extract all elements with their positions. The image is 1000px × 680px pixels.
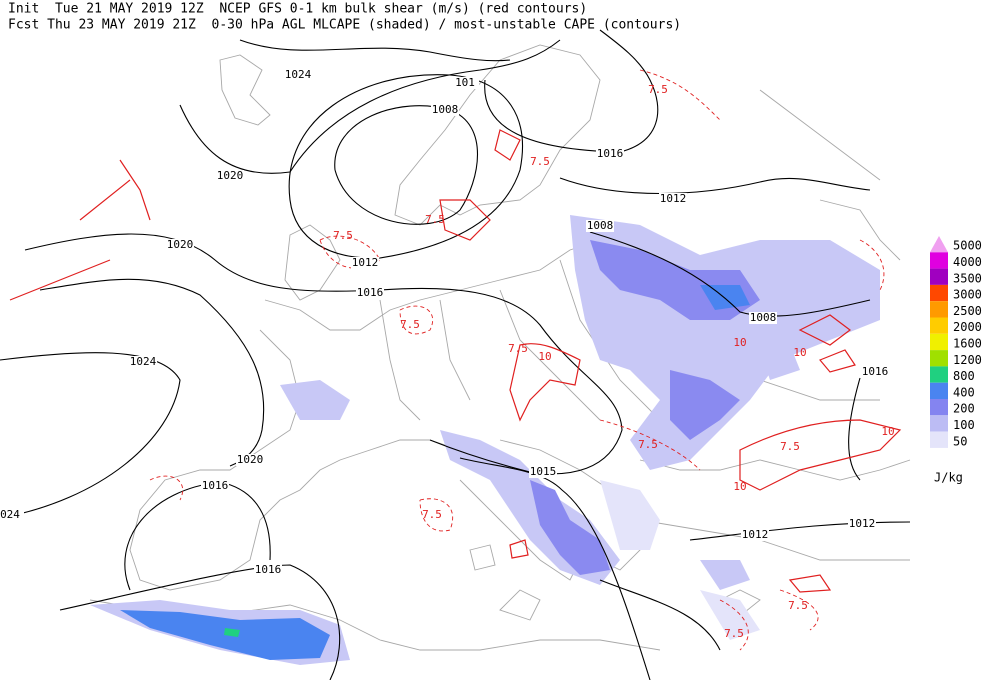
shear-label: 7.5	[425, 213, 445, 226]
isobar-label: 1012	[849, 517, 876, 530]
shear-label: 7.5	[780, 440, 800, 453]
header-line: Init Tue 21 MAY 2019 12Z NCEP GFS 0-1 km…	[8, 2, 587, 17]
label-backdrop	[451, 77, 479, 89]
legend-swatch	[930, 382, 948, 399]
label-backdrop	[659, 193, 687, 205]
legend-label: 2500	[953, 304, 982, 318]
label-backdrop	[586, 220, 614, 232]
shear-label: 10	[733, 480, 746, 493]
legend-label: 1600	[953, 336, 982, 350]
shear-label: 7.5	[508, 342, 528, 355]
legend-swatch	[930, 236, 948, 253]
label-backdrop	[0, 509, 24, 521]
isobar-label: 1016	[202, 479, 229, 492]
isobar-label: 1016	[255, 563, 282, 576]
legend-label: 100	[953, 418, 975, 432]
legend-swatch	[930, 317, 948, 334]
legend-swatch	[930, 399, 948, 416]
shear-label: 7.5	[638, 438, 658, 451]
isobar-label: 1016	[357, 286, 384, 299]
shear-label: 7.5	[530, 155, 550, 168]
legend-label: 400	[953, 385, 975, 399]
shear-label: 7.5	[648, 83, 668, 96]
label-backdrop	[848, 518, 876, 530]
label-backdrop	[741, 529, 769, 541]
legend-label: 1200	[953, 353, 982, 367]
legend-swatch	[930, 252, 948, 269]
label-backdrop	[284, 69, 312, 81]
isobar-label: 1016	[597, 147, 624, 160]
isobar-label: 1008	[750, 311, 777, 324]
label-backdrop	[749, 312, 777, 324]
shear-label: 7.5	[422, 508, 442, 521]
isobar-label: 1024	[285, 68, 312, 81]
legend-label: 3500	[953, 271, 982, 285]
isobar-label: 1020	[217, 169, 244, 182]
isobar-label: 1012	[742, 528, 769, 541]
legend-label: 5000	[953, 239, 982, 253]
isobar-label: 1008	[587, 219, 614, 232]
legend-swatch	[930, 431, 948, 448]
shear-label: 10	[793, 346, 806, 359]
label-backdrop	[166, 239, 194, 251]
label-backdrop	[596, 148, 624, 160]
label-backdrop	[236, 454, 264, 466]
isobar-label: 1020	[167, 238, 194, 251]
legend: 5000 4000 3500 3000 2500 2000 1600 1200 800 400 20…	[930, 236, 982, 484]
legend-swatch	[930, 301, 948, 318]
label-backdrop	[216, 170, 244, 182]
shear-label: 10	[733, 336, 746, 349]
isobar-label: 1020	[237, 453, 264, 466]
legend-label: 4000	[953, 255, 982, 269]
shear-label: 7.5	[400, 318, 420, 331]
legend-swatch	[930, 350, 948, 367]
legend-label: 800	[953, 369, 975, 383]
legend-label: 200	[953, 402, 975, 416]
legend-swatch	[930, 366, 948, 383]
header-line: Fcst Thu 23 MAY 2019 21Z 0-30 hPa AGL ML…	[8, 18, 681, 33]
legend-swatch	[930, 284, 948, 302]
isobar-label: 1008	[432, 103, 459, 116]
isobar-label: 024	[0, 508, 20, 521]
shear-label: 7.5	[724, 627, 744, 640]
shear-label: 10	[881, 425, 894, 438]
isobar-label: 1012	[660, 192, 687, 205]
shear-contours	[9, 69, 902, 651]
label-backdrop	[431, 104, 459, 116]
isobar-label: 1015	[530, 465, 557, 478]
legend-label: 3000	[953, 288, 982, 302]
label-backdrop	[254, 564, 282, 576]
label-backdrop	[351, 257, 379, 269]
legend-swatch	[930, 333, 948, 351]
legend-unit: J/kg	[934, 470, 963, 484]
isobar-label: 1012	[352, 256, 379, 269]
legend-swatch	[930, 268, 948, 285]
shear-label: 7.5	[788, 599, 808, 612]
isobar-label: 1024	[130, 355, 157, 368]
label-backdrop	[201, 480, 229, 492]
shear-label: 7.5	[333, 229, 353, 242]
shear-label: 10	[538, 350, 551, 363]
legend-label: 50	[953, 434, 967, 448]
legend-swatch	[930, 415, 948, 432]
label-backdrop	[861, 366, 889, 378]
isobar-label: 101	[455, 76, 475, 89]
label-backdrop	[356, 287, 384, 299]
label-backdrop	[529, 466, 557, 478]
isobar-label: 1016	[862, 365, 889, 378]
label-backdrop	[129, 356, 157, 368]
legend-label: 2000	[953, 320, 982, 334]
